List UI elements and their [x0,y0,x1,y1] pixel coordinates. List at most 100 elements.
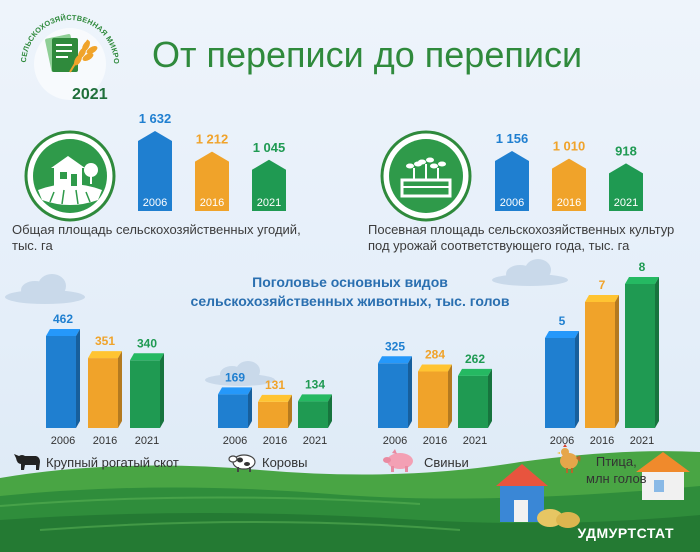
year-label: 2021 [135,435,159,447]
bar-top [88,351,122,359]
farmland-label: Общая площадь сельскохозяйственных угоди… [12,222,301,253]
year-label: 2006 [550,435,574,447]
bar-side [448,364,452,428]
pigs-chart: 325 2006 284 2016 262 2021 [378,339,492,447]
hay-bale-icon [537,509,580,528]
bar-top [218,387,252,395]
value-label: 169 [225,370,245,384]
cloud-icon [492,259,568,286]
page-title: От переписи до переписи [152,34,583,75]
bar-side [575,331,579,428]
pigs-label: Свиньи [424,455,469,470]
year-label: 2016 [557,197,581,209]
value-label: 1 632 [139,111,172,126]
farmhouse-icon [636,452,690,500]
value-label: 134 [305,377,325,391]
year-label: 2021 [614,197,638,209]
farm-house-icon [24,130,116,222]
bar-side [615,295,619,428]
year-label: 2006 [500,197,524,209]
bar [418,371,448,428]
bar [378,363,408,428]
bar [195,151,229,211]
footer-brand: УДМУРТСТАТ [577,525,674,541]
year-label: 2021 [257,197,281,209]
value-label: 1 212 [196,132,229,147]
census-logo: СЕЛЬСКОХОЗЯЙСТВЕННАЯ МИКРОПЕРЕПИСЬ 2021 [10,6,121,103]
bar-side [248,387,252,428]
year-label: 2016 [263,435,287,447]
farmland-chart: 2006 1 632 2016 1 212 2021 1 045 [138,111,286,211]
bar [252,159,286,211]
bar-side [408,356,412,428]
bar-side [655,277,659,428]
value-label: 340 [137,336,157,350]
cattle-label: Крупный рогатый скот [46,455,179,470]
bar [609,163,643,211]
year-label: 2006 [143,197,167,209]
bar-top [130,353,164,361]
bar [585,302,615,428]
value-label: 284 [425,347,445,361]
cows-label: Коровы [262,455,308,470]
poultry-label: Птица, млн голов [586,454,647,486]
rooster-icon [557,444,581,473]
value-label: 351 [95,334,115,348]
bar [458,375,488,428]
livestock-subtitle: Поголовье основных видов сельскохозяйств… [190,274,510,309]
bar-side [328,394,332,428]
bar-top [585,295,619,302]
bar-side [118,351,122,428]
value-label: 5 [559,314,566,328]
pig-icon [383,449,413,472]
bull-icon [14,454,40,470]
year-label: 2006 [383,435,407,447]
bar [545,338,575,428]
bar-side [288,394,292,428]
cows-chart: 169 2006 131 2016 134 2021 [218,370,332,447]
year-label: 2021 [303,435,327,447]
value-label: 131 [265,378,285,392]
bar [625,284,655,428]
value-label: 7 [599,278,606,292]
cloud-icon [5,274,85,304]
value-label: 462 [53,312,73,326]
bar [218,394,248,428]
bar-top [458,368,492,376]
value-label: 325 [385,339,405,353]
year-label: 2021 [630,435,654,447]
wheat-icon [69,39,98,73]
cattle-chart: 462 2006 351 2016 340 2021 [46,312,164,447]
bar-top [258,394,292,402]
logo-year: 2021 [72,86,108,103]
cow-icon [228,454,256,472]
year-label: 2016 [200,197,224,209]
bar [495,151,529,211]
year-label: 2021 [463,435,487,447]
documents-icon [45,34,78,72]
sown-area-label: Посевная площадь сельскохозяйственных ку… [368,222,675,253]
year-label: 2016 [590,435,614,447]
bar-top [545,331,579,338]
poultry-chart: 5 2006 7 2016 8 2021 [545,260,659,447]
value-label: 1 010 [553,139,586,154]
bar-side [160,353,164,428]
bar-top [46,329,80,336]
year-label: 2016 [423,435,447,447]
bar-top [418,364,452,372]
cloud-icon [205,361,275,386]
bar [88,358,118,428]
value-label: 1 156 [496,131,529,146]
value-label: 262 [465,352,485,366]
year-label: 2006 [223,435,247,447]
bar [130,360,160,428]
bar-side [488,368,492,428]
bar [298,401,328,428]
value-label: 1 045 [253,140,286,155]
bar-side [76,329,80,428]
value-label: 918 [615,143,637,158]
year-label: 2006 [51,435,75,447]
bar-top [298,394,332,402]
